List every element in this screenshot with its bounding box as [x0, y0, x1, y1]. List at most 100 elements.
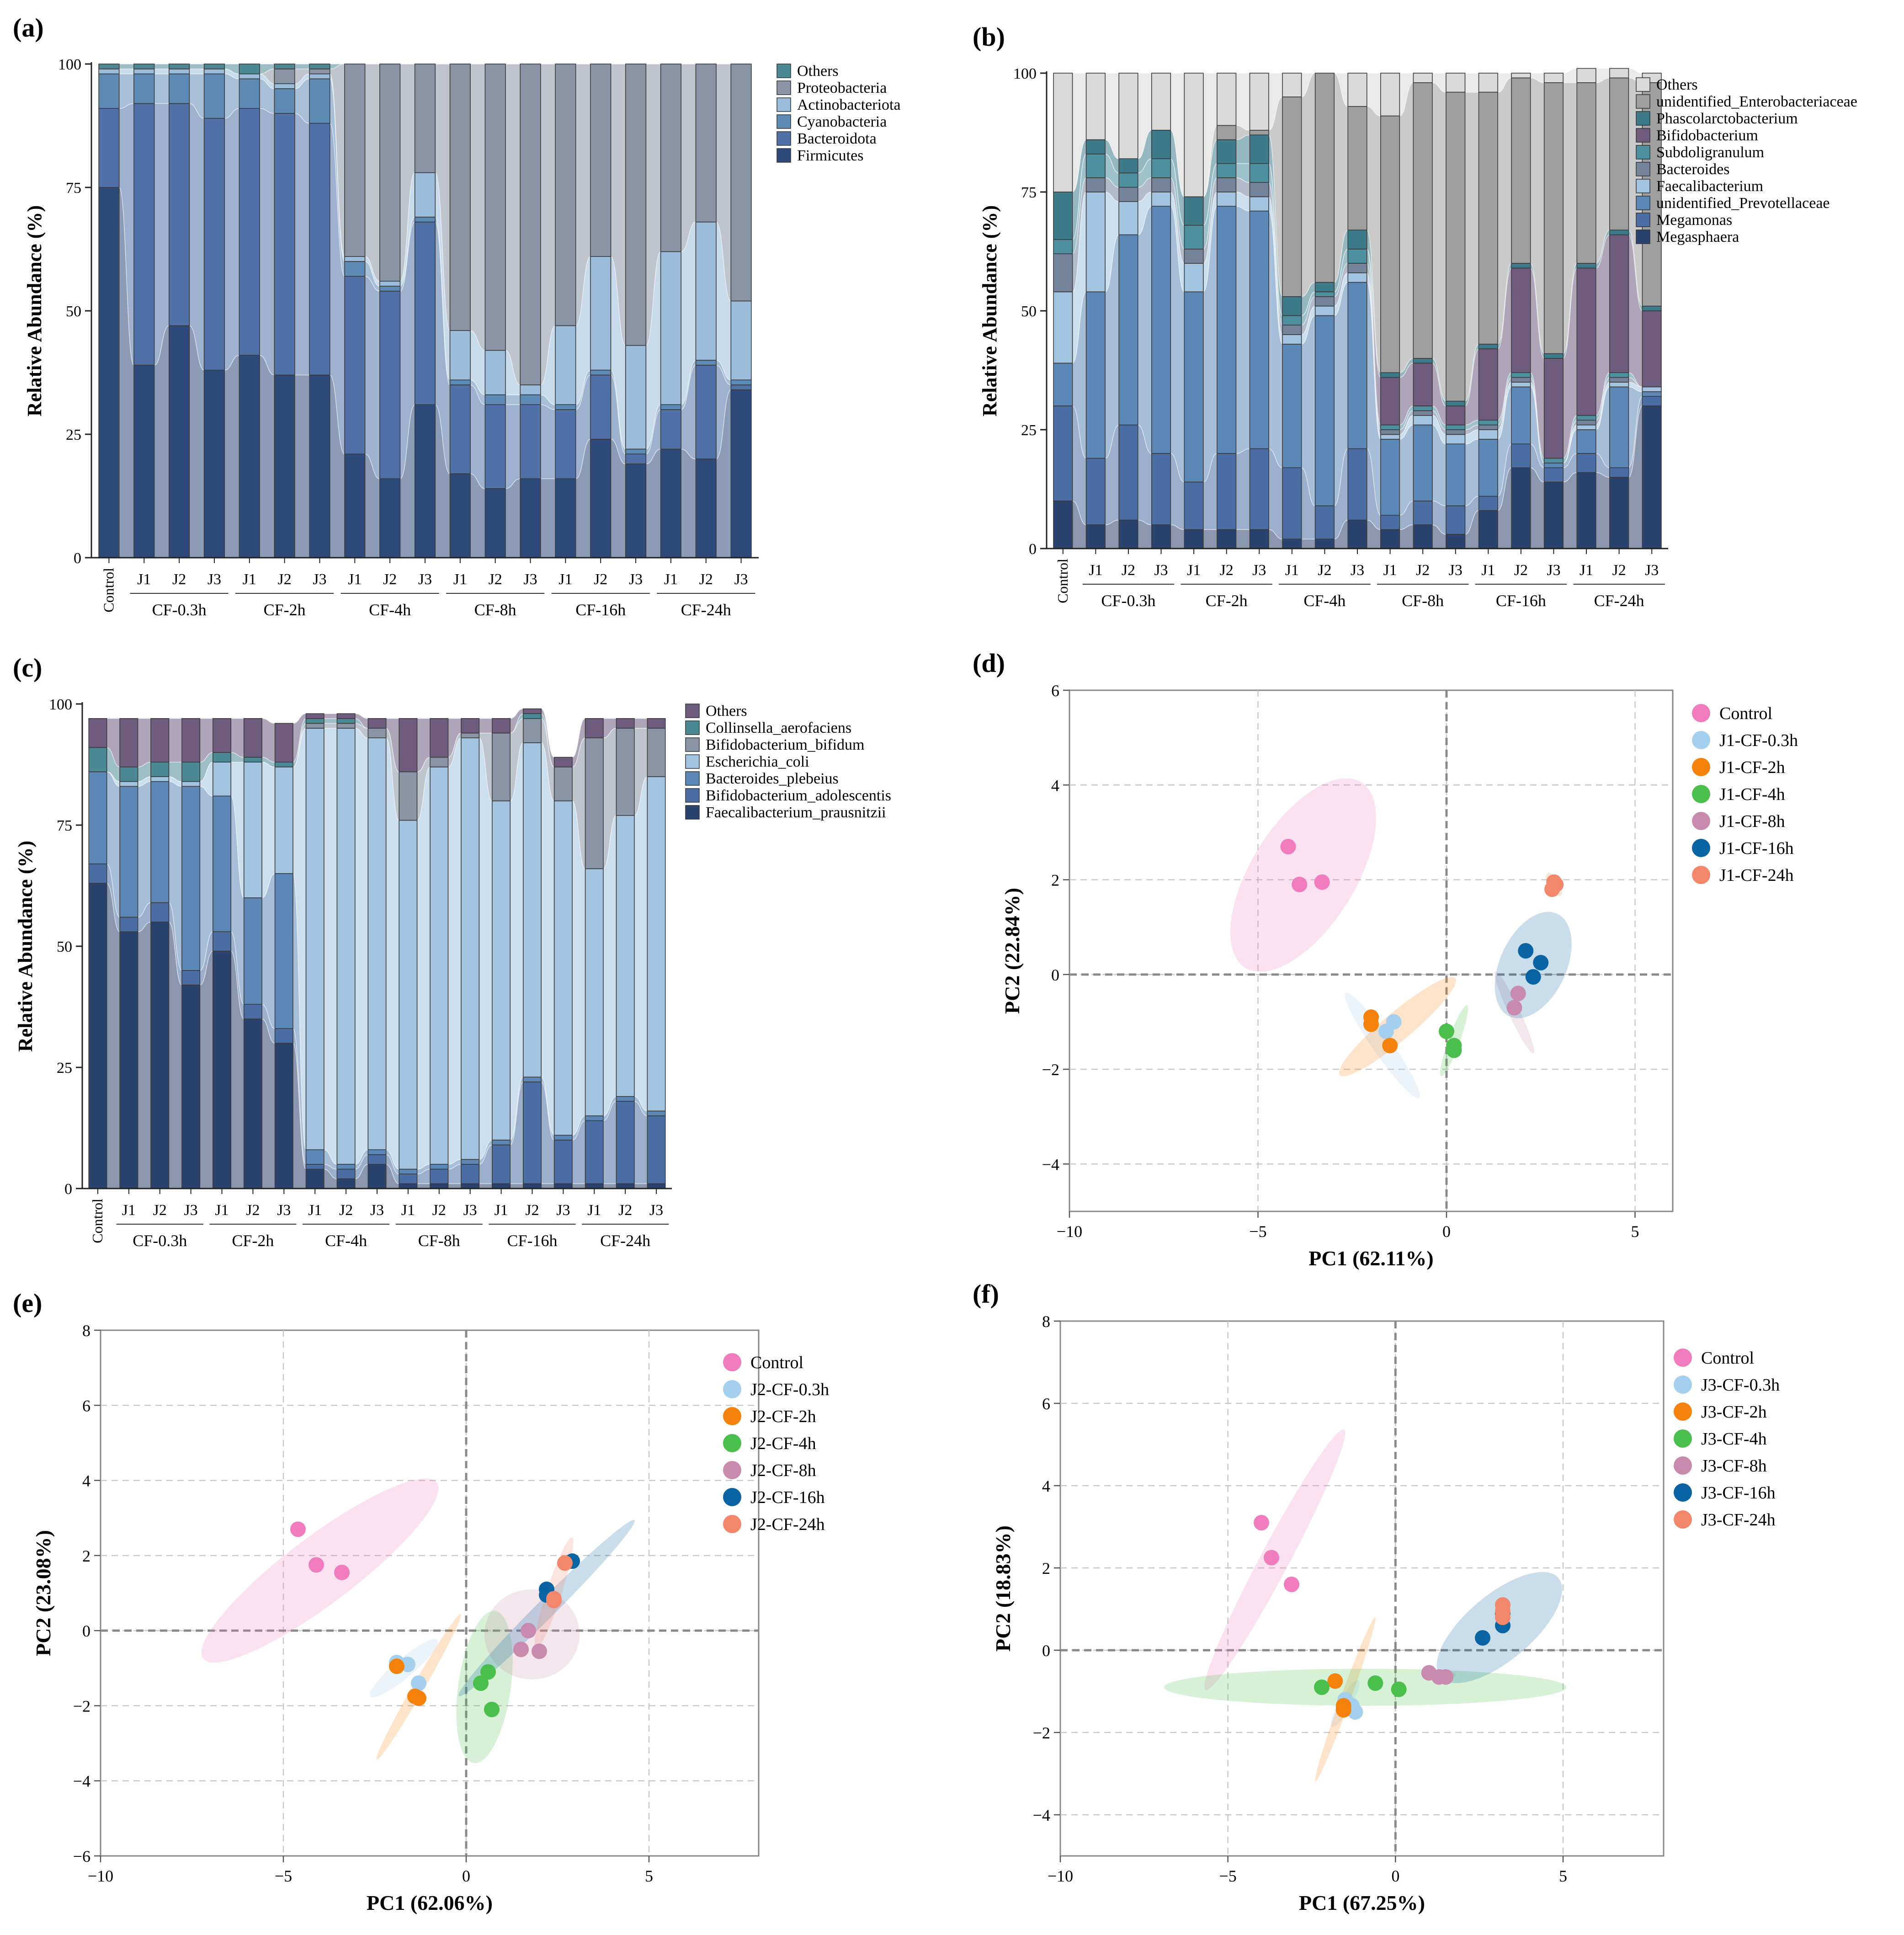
bar-segment — [449, 384, 471, 474]
x-tick-label: J2 — [1612, 562, 1626, 579]
bar-segment — [1576, 415, 1596, 421]
bar-segment — [1609, 467, 1629, 478]
legend-swatch — [685, 737, 700, 752]
bar-segment — [1478, 429, 1498, 440]
legend-label: J1-CF-8h — [1719, 812, 1785, 831]
bar-segment — [344, 256, 366, 262]
bar-segment — [695, 458, 717, 558]
bar-segment — [522, 713, 542, 719]
x-tick-label: J3 — [313, 571, 326, 588]
bar-segment — [1380, 73, 1400, 117]
x-tick-label: J3 — [1645, 562, 1659, 579]
bar-segment — [305, 1168, 324, 1189]
bar-segment — [484, 488, 506, 558]
bar-segment — [239, 73, 260, 80]
x-tick-label: J2 — [1514, 562, 1528, 579]
legend-label: J2-CF-0.3h — [750, 1380, 829, 1399]
bar-segment — [1543, 481, 1564, 549]
data-point-0 — [1284, 1577, 1299, 1592]
y-tick-label: 75 — [66, 180, 81, 197]
bar-segment — [1380, 434, 1400, 440]
bar-segment — [1511, 73, 1531, 79]
bar-segment — [492, 1140, 511, 1146]
legend-label: Subdoligranulum — [1656, 144, 1764, 161]
bar-segment — [585, 1115, 604, 1121]
data-point-6 — [557, 1555, 573, 1571]
x-tick-label: J3 — [418, 571, 432, 588]
bar-segment — [484, 64, 506, 351]
bar-segment — [274, 1028, 293, 1044]
bar-segment — [1446, 424, 1466, 430]
bar-segment — [1249, 196, 1269, 212]
x-tick-label: J3 — [184, 1202, 198, 1219]
x-tick-label: J3 — [1449, 562, 1463, 579]
group-label: CF-8h — [418, 1231, 460, 1250]
x-tick-label: J1 — [664, 571, 678, 588]
group-label: CF-8h — [1402, 592, 1444, 610]
x-tick-label: J3 — [1351, 562, 1364, 579]
data-point-5 — [1475, 1630, 1490, 1646]
x-tick-label: −5 — [1219, 1867, 1237, 1885]
bar-segment — [585, 718, 604, 739]
panel-b: (b) 0 25 50 75 100 Relative Abundance (%) Contr… — [960, 18, 1904, 631]
bar-segment — [616, 815, 635, 1097]
bar-segment — [1576, 420, 1596, 426]
group-label: CF-16h — [575, 601, 626, 619]
data-point-4 — [1506, 1000, 1522, 1016]
x-tick-label: J2 — [525, 1202, 539, 1219]
bar-segment — [1446, 434, 1466, 445]
y-tick-label: 6 — [1042, 1395, 1050, 1413]
x-tick-label: J3 — [556, 1202, 570, 1219]
x-tick-label: J2 — [699, 571, 713, 588]
x-tick-label: J3 — [1252, 562, 1266, 579]
legend-label: Faecalibacterium_prausnitzii — [706, 804, 886, 821]
bar-segment — [1314, 291, 1335, 297]
bar-segment — [203, 117, 225, 371]
bar-segment — [1609, 372, 1629, 378]
legend-swatch — [776, 64, 791, 78]
bar-segment — [1609, 377, 1629, 383]
bar-segment — [169, 325, 190, 558]
bar-segment — [449, 473, 471, 558]
group-label: CF-2h — [1206, 592, 1248, 610]
legend-swatch — [685, 788, 700, 803]
bar-segment — [1085, 139, 1106, 155]
data-point-6 — [1546, 874, 1562, 890]
bar-segment — [1478, 510, 1498, 549]
bar-segment — [1543, 458, 1564, 464]
y-tick-label: 0 — [1042, 1642, 1050, 1660]
legend-label: J2-CF-24h — [750, 1515, 825, 1534]
bar-segment — [1184, 248, 1204, 264]
bar-segment — [1511, 377, 1531, 383]
x-axis-title: PC1 (67.25%) — [1299, 1891, 1425, 1914]
legend-label: J1-CF-0.3h — [1719, 731, 1798, 750]
panel-c: (c) 0 25 50 75 100 Relative Abundance (%) Contr… — [0, 640, 951, 1271]
bar-segment — [1380, 429, 1400, 435]
bar-segment — [449, 330, 471, 381]
x-tick-label: −5 — [1249, 1222, 1266, 1241]
bar-segment — [1151, 177, 1171, 192]
bar-segment — [616, 1183, 635, 1189]
legend-swatch — [1636, 179, 1650, 193]
bar-segment — [274, 64, 295, 69]
bar-segment — [1249, 182, 1269, 197]
bar-segment — [1511, 77, 1531, 264]
y-tick-label: 4 — [82, 1472, 90, 1490]
bar-segment — [625, 453, 647, 464]
data-point-3 — [1391, 1681, 1407, 1697]
bar-segment — [1249, 210, 1269, 449]
bar-segment — [88, 718, 107, 748]
legend-label: J3-CF-0.3h — [1701, 1375, 1780, 1395]
x-tick-label: J3 — [463, 1202, 477, 1219]
x-tick-label: J2 — [383, 571, 397, 588]
bar-segment — [305, 728, 324, 1151]
y-tick-label: −6 — [73, 1847, 90, 1866]
bar-segment — [1478, 348, 1498, 421]
bar-segment — [1314, 538, 1335, 549]
legend-label: Bacteroidota — [797, 130, 877, 147]
bar-segment — [585, 1183, 604, 1189]
y-tick-label: 6 — [82, 1397, 90, 1415]
bar-segment — [1184, 529, 1204, 549]
bar-segment — [1118, 187, 1138, 202]
y-tick-label: 100 — [58, 56, 81, 73]
